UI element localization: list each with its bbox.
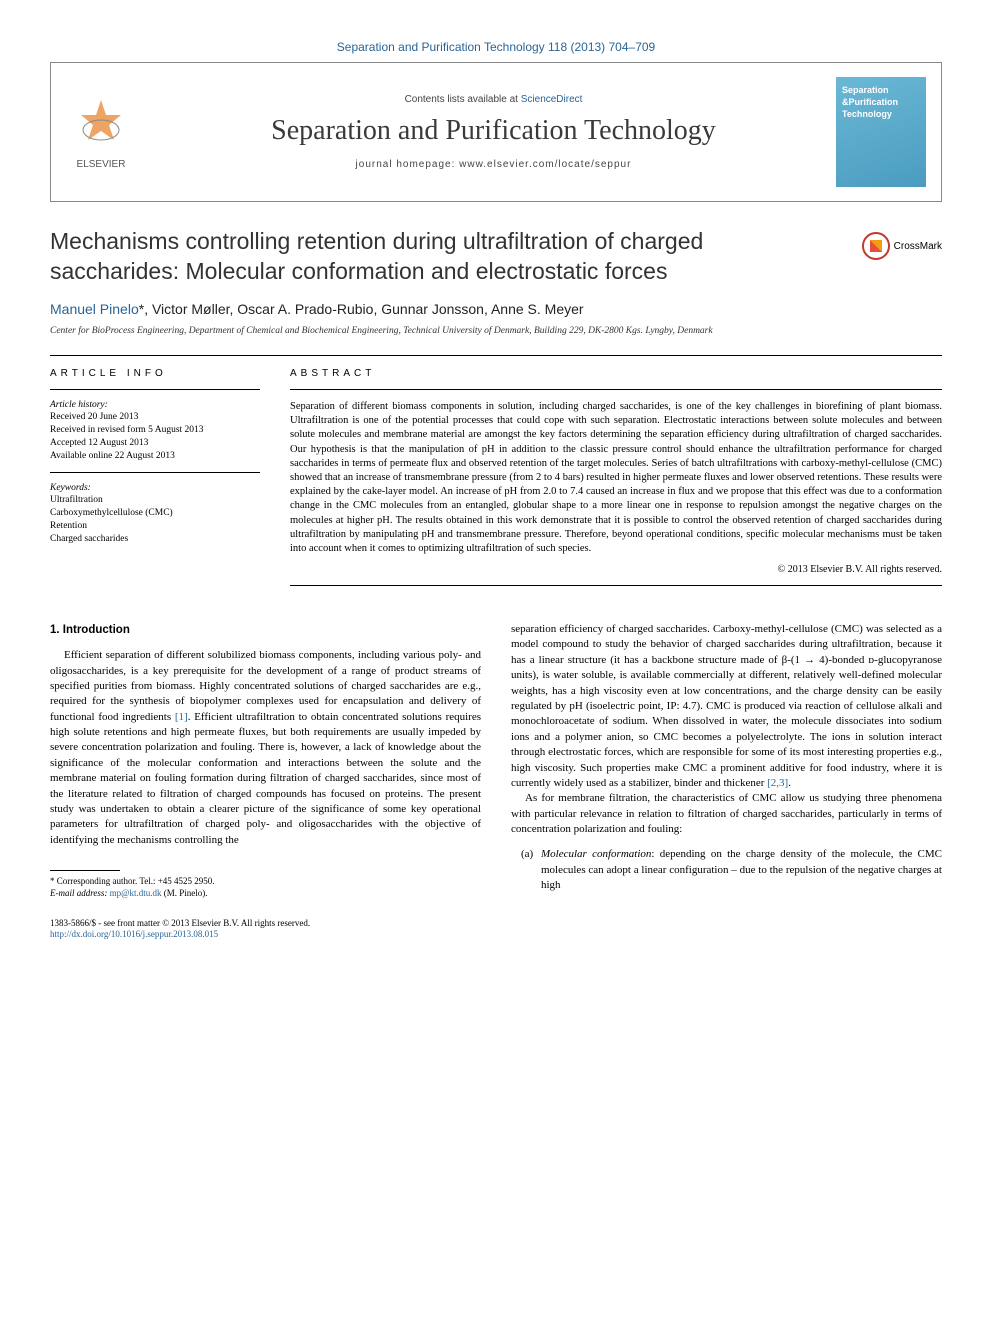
page-footer: 1383-5866/$ - see front matter © 2013 El…	[50, 918, 942, 941]
sciencedirect-link[interactable]: ScienceDirect	[521, 94, 583, 105]
footnote-divider	[50, 870, 120, 871]
corresponding-author: * Corresponding author. Tel.: +45 4525 2…	[50, 876, 481, 888]
citation-link[interactable]: [2,3]	[767, 777, 788, 789]
crossmark-badge[interactable]: CrossMark	[862, 232, 942, 260]
keyword: Retention	[50, 520, 260, 533]
paragraph: Efficient separation of different solubi…	[50, 648, 481, 848]
abstract-block: ABSTRACT Separation of different biomass…	[290, 368, 942, 596]
journal-homepage: journal homepage: www.elsevier.com/locat…	[171, 159, 816, 170]
abstract-text: Separation of different biomass componen…	[290, 400, 942, 556]
author-link[interactable]: Manuel Pinelo	[50, 301, 139, 317]
abstract-heading: ABSTRACT	[290, 368, 942, 379]
revised-date: Received in revised form 5 August 2013	[50, 424, 260, 437]
journal-cover-icon: Separation &Purification Technology	[836, 77, 926, 187]
elsevier-logo-icon	[71, 95, 131, 155]
article-info-block: ARTICLE INFO Article history: Received 2…	[50, 368, 260, 596]
keywords-label: Keywords:	[50, 483, 260, 493]
issn-line: 1383-5866/$ - see front matter © 2013 El…	[50, 918, 942, 930]
publisher-name: ELSEVIER	[61, 159, 141, 170]
keywords-list: Ultrafiltration Carboxymethylcellulose (…	[50, 494, 260, 545]
section-heading: 1. Introduction	[50, 622, 481, 638]
paragraph: separation efficiency of charged sacchar…	[511, 622, 942, 791]
body-column-left: 1. Introduction Efficient separation of …	[50, 622, 481, 900]
paragraph: As for membrane filtration, the characte…	[511, 791, 942, 837]
journal-title: Separation and Purification Technology	[171, 115, 816, 147]
keyword: Charged saccharides	[50, 533, 260, 546]
info-heading: ARTICLE INFO	[50, 368, 260, 379]
affiliation: Center for BioProcess Engineering, Depar…	[50, 325, 942, 337]
authors-line: Manuel Pinelo*, Victor Møller, Oscar A. …	[50, 301, 942, 317]
online-date: Available online 22 August 2013	[50, 450, 260, 463]
email-link[interactable]: mp@kt.dtu.dk	[110, 888, 162, 898]
email-line: E-mail address: mp@kt.dtu.dk (M. Pinelo)…	[50, 888, 481, 900]
doi-link[interactable]: http://dx.doi.org/10.1016/j.seppur.2013.…	[50, 929, 218, 939]
crossmark-icon	[862, 232, 890, 260]
publisher-block: ELSEVIER	[51, 85, 151, 180]
journal-banner: ELSEVIER Contents lists available at Sci…	[50, 62, 942, 202]
history-label: Article history:	[50, 400, 260, 410]
list-item: (a) Molecular conformation: depending on…	[511, 847, 942, 893]
body-column-right: separation efficiency of charged sacchar…	[511, 622, 942, 900]
citation-link[interactable]: [1]	[175, 711, 188, 723]
article-title: Mechanisms controlling retention during …	[50, 227, 808, 287]
copyright: © 2013 Elsevier B.V. All rights reserved…	[290, 564, 942, 575]
journal-url[interactable]: www.elsevier.com/locate/seppur	[459, 159, 631, 170]
divider	[50, 355, 942, 356]
keyword: Ultrafiltration	[50, 494, 260, 507]
received-date: Received 20 June 2013	[50, 411, 260, 424]
contents-available: Contents lists available at ScienceDirec…	[171, 94, 816, 105]
accepted-date: Accepted 12 August 2013	[50, 437, 260, 450]
keyword: Carboxymethylcellulose (CMC)	[50, 507, 260, 520]
citation-line: Separation and Purification Technology 1…	[50, 40, 942, 54]
